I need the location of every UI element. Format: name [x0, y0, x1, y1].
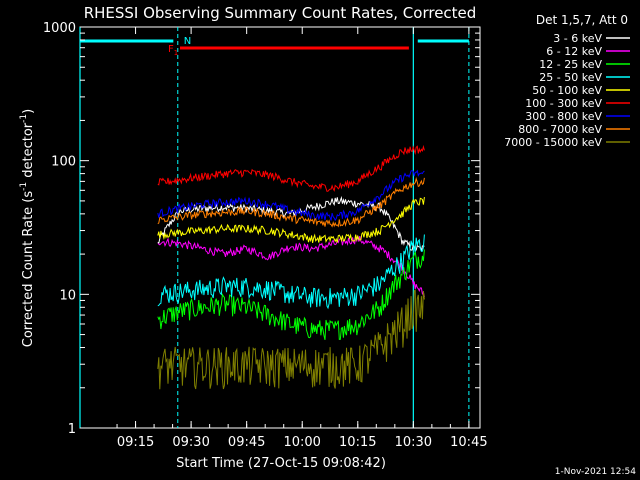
- y-axis-label-sup2: -1: [19, 114, 29, 123]
- x-tick-label: 09:30: [172, 435, 209, 450]
- series-line-1: [157, 235, 425, 298]
- legend-label: 50 - 100 keV: [532, 84, 602, 97]
- night-flag-label: N: [184, 36, 191, 47]
- series-line-7: [157, 176, 425, 228]
- y-tick-label: 100: [51, 155, 76, 170]
- legend-title: Det 1,5,7, Att 0: [536, 13, 628, 27]
- axes-layer: 09:15 09:30 09:45 10:00 10:15 10:30 10:45 1 10 10…: [43, 21, 488, 450]
- x-tick-label: 10:30: [395, 435, 432, 450]
- chart-title: RHESSI Observing Summary Count Rates, Co…: [84, 4, 477, 22]
- y-axis-label-sup1: -1: [19, 182, 29, 191]
- x-axis-label: Start Time (27-Oct-15 09:08:42): [176, 456, 386, 471]
- flare-flag-label: F1: [168, 44, 178, 57]
- y-tick-label: 1000: [43, 21, 76, 36]
- y-axis-label-suffix: ): [21, 109, 36, 114]
- plot-frame: [79, 26, 481, 429]
- legend-label: 6 - 12 keV: [546, 45, 602, 58]
- series-line-4: [157, 197, 425, 244]
- series-line-5: [157, 144, 425, 192]
- series-line-6: [157, 169, 425, 222]
- legend-label: 12 - 25 keV: [539, 58, 602, 71]
- series-line-0: [157, 195, 425, 252]
- timestamp: 1-Nov-2021 12:54: [555, 467, 637, 477]
- legend-label: 7000 - 15000 keV: [504, 136, 602, 149]
- y-tick-label: 1: [68, 422, 76, 437]
- y-tick-label: 10: [59, 288, 76, 303]
- legend-label: 3 - 6 keV: [553, 32, 602, 45]
- y-axis-label-mid: detector: [21, 122, 36, 182]
- x-tick-label: 10:00: [283, 435, 320, 450]
- flare-flag-letter: F: [168, 44, 174, 55]
- series-line-8: [157, 289, 425, 390]
- series-line-3: [157, 234, 425, 310]
- legend-label: 25 - 50 keV: [539, 71, 602, 84]
- flags-layer: NF1: [79, 27, 470, 428]
- x-tick-label: 10:45: [450, 435, 487, 450]
- series-line-2: [157, 249, 425, 341]
- y-axis-label: Corrected Count Rate (s-1 detector-1): [19, 109, 36, 347]
- legend-label: 100 - 300 keV: [525, 97, 602, 110]
- x-tick-label: 09:15: [117, 435, 154, 450]
- plot-area: [79, 26, 481, 429]
- x-tick-label: 10:15: [339, 435, 376, 450]
- x-tick-label: 09:45: [228, 435, 265, 450]
- legend-label: 800 - 7000 keV: [518, 123, 602, 136]
- series-layer: [157, 144, 425, 390]
- legend-label: 300 - 800 keV: [525, 110, 602, 123]
- y-axis-label-prefix: Corrected Count Rate (s: [21, 191, 36, 348]
- flare-flag-subscript: 1: [174, 49, 178, 57]
